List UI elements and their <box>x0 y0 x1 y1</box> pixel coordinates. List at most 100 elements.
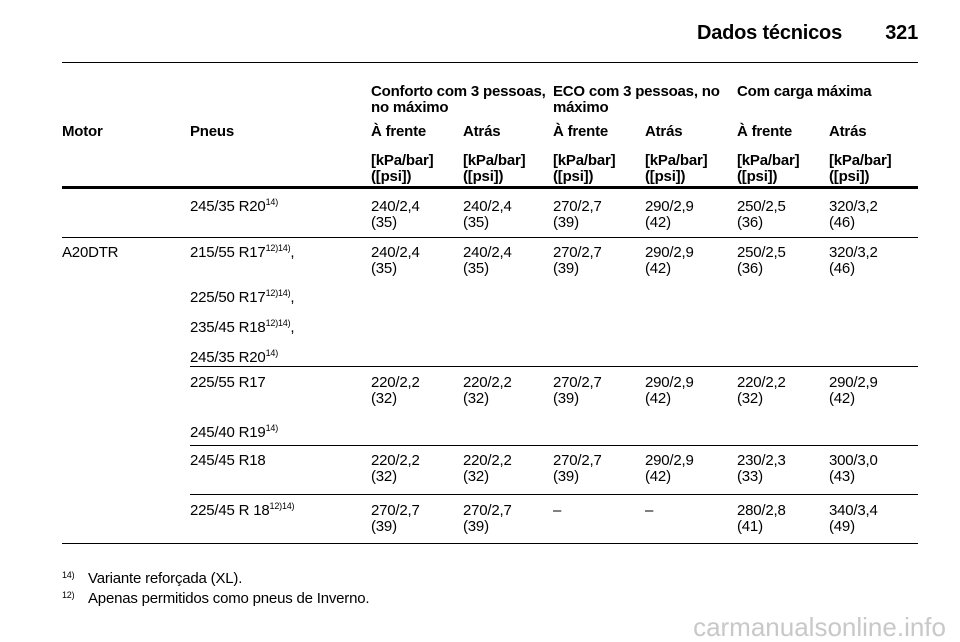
pressure-line: (42) <box>645 468 671 485</box>
pressure-line: (39) <box>463 518 489 535</box>
pressure-cell: 290/2,9 (42) <box>645 245 694 277</box>
tire-text: 245/40 R19 <box>190 424 266 441</box>
pressure-cell: 270/2,7 (39) <box>553 245 602 277</box>
column-header: À frente <box>553 123 609 140</box>
footnote-ref: 12)14) <box>265 318 291 328</box>
column-header: Motor <box>62 123 103 140</box>
tire-text: 215/55 R17 <box>190 244 266 261</box>
pressure-cell: 220/2,2 (32) <box>463 453 512 485</box>
pressure-line: 220/2,2 <box>371 374 420 391</box>
pressure-line: 220/2,2 <box>463 374 512 391</box>
pressure-cell: 220/2,2 (32) <box>737 375 786 407</box>
tire-size: 245/35 R2014) <box>190 197 279 215</box>
pressure-line: (32) <box>371 468 397 485</box>
pressure-cell: 220/2,2 (32) <box>371 453 420 485</box>
unit-line: [kPa/bar] <box>463 152 526 169</box>
rule <box>62 237 918 238</box>
pressure-line: 270/2,7 <box>371 502 420 519</box>
tire-size: 215/55 R1712)14), <box>190 243 295 261</box>
pressure-line: (35) <box>463 214 489 231</box>
pressure-line: 290/2,9 <box>645 452 694 469</box>
tire-text: 245/45 R18 <box>190 452 266 469</box>
tire-text: 235/45 R18 <box>190 319 266 336</box>
pressure-line: (43) <box>829 468 855 485</box>
footnote-mark: 12) <box>62 590 75 600</box>
pressure-line: (39) <box>553 260 579 277</box>
pressure-cell: 300/3,0 (43) <box>829 453 878 485</box>
section-title: Dados técnicos <box>696 22 842 44</box>
unit-line: [kPa/bar] <box>737 152 800 169</box>
unit-line: ([psi]) <box>645 168 686 185</box>
pressure-cell: 320/3,2 (46) <box>829 245 878 277</box>
tire-size: 225/50 R1712)14), <box>190 288 295 306</box>
footnote-ref: 12)14) <box>269 501 295 511</box>
pressure-line: 270/2,7 <box>553 452 602 469</box>
tire-size: 245/45 R18 <box>190 453 266 469</box>
footnote-text: Apenas permitidos como pneus de Inverno. <box>88 590 370 607</box>
unit-header: [kPa/bar] ([psi]) <box>737 152 800 185</box>
pressure-line: (41) <box>737 518 763 535</box>
unit-header: [kPa/bar] ([psi]) <box>371 153 434 185</box>
tire-text: 225/50 R17 <box>190 289 266 306</box>
pressure-cell: 220/2,2 (32) <box>463 375 512 407</box>
pressure-cell: 320/3,2 (46) <box>829 199 878 231</box>
tire-text: 225/55 R17 <box>190 374 266 391</box>
rule <box>62 186 918 189</box>
pressure-cell: 340/3,4 (49) <box>829 503 878 535</box>
pressure-line: (39) <box>553 390 579 407</box>
pressure-line: (42) <box>645 390 671 407</box>
tire-suffix: , <box>290 289 295 306</box>
pressure-line: (35) <box>463 260 489 277</box>
pressure-line: 270/2,7 <box>463 502 512 519</box>
pressure-line: 240/2,4 <box>371 198 420 215</box>
pressure-line: 320/3,2 <box>829 198 878 215</box>
pressure-line: (35) <box>371 214 397 231</box>
group-header: ECO com 3 pessoas, no máximo <box>553 83 720 116</box>
pressure-line: (32) <box>371 390 397 407</box>
pressure-line: (39) <box>553 214 579 231</box>
column-header: Atrás <box>463 123 501 140</box>
column-header: Atrás <box>645 123 683 140</box>
pressure-cell: 240/2,4 (35) <box>463 199 512 231</box>
tire-size: 225/55 R17 <box>190 375 266 391</box>
footnote-ref: 14) <box>265 423 279 433</box>
pressure-line: 240/2,4 <box>371 244 420 261</box>
pressure-line: 240/2,4 <box>463 198 512 215</box>
tire-suffix: , <box>290 319 295 336</box>
pressure-line: (33) <box>737 468 763 485</box>
rule <box>62 543 918 544</box>
pressure-line: 220/2,2 <box>371 452 420 469</box>
watermark: carmanualsonline.info <box>693 612 946 642</box>
pressure-line: 220/2,2 <box>463 452 512 469</box>
pressure-line: – <box>645 502 654 519</box>
footnote-ref: 14) <box>265 197 279 207</box>
group-header: Com carga máxima <box>737 83 872 100</box>
pressure-line: 290/2,9 <box>829 374 878 391</box>
pressure-line: 240/2,4 <box>463 244 512 261</box>
pressure-cell: 290/2,9 (42) <box>829 375 878 407</box>
pressure-line: 290/2,9 <box>645 244 694 261</box>
pressure-line: (42) <box>645 214 671 231</box>
unit-line: ([psi]) <box>737 168 778 185</box>
tire-text: 245/35 R20 <box>190 349 266 366</box>
pressure-line: (36) <box>737 260 763 277</box>
footnote-ref: 12)14) <box>265 243 291 253</box>
pressure-line: – <box>553 502 562 519</box>
pressure-line: (42) <box>829 390 855 407</box>
pressure-cell: 250/2,5 (36) <box>737 199 786 231</box>
tire-size: 235/45 R1812)14), <box>190 318 295 336</box>
unit-line: ([psi]) <box>371 168 412 185</box>
column-header: Atrás <box>829 123 867 140</box>
pressure-line: (32) <box>463 390 489 407</box>
pressure-line: 320/3,2 <box>829 244 878 261</box>
footnote-ref: 14) <box>265 348 279 358</box>
rule <box>190 494 918 495</box>
pressure-cell: 240/2,4 (35) <box>463 245 512 277</box>
unit-header: [kPa/bar] ([psi]) <box>463 152 526 185</box>
group-header: Conforto com 3 pessoas, no máximo <box>371 83 546 116</box>
pressure-line: 270/2,7 <box>553 374 602 391</box>
footnote-ref: 12)14) <box>265 288 291 298</box>
pressure-line: 300/3,0 <box>829 452 878 469</box>
pressure-line: 230/2,3 <box>737 452 786 469</box>
